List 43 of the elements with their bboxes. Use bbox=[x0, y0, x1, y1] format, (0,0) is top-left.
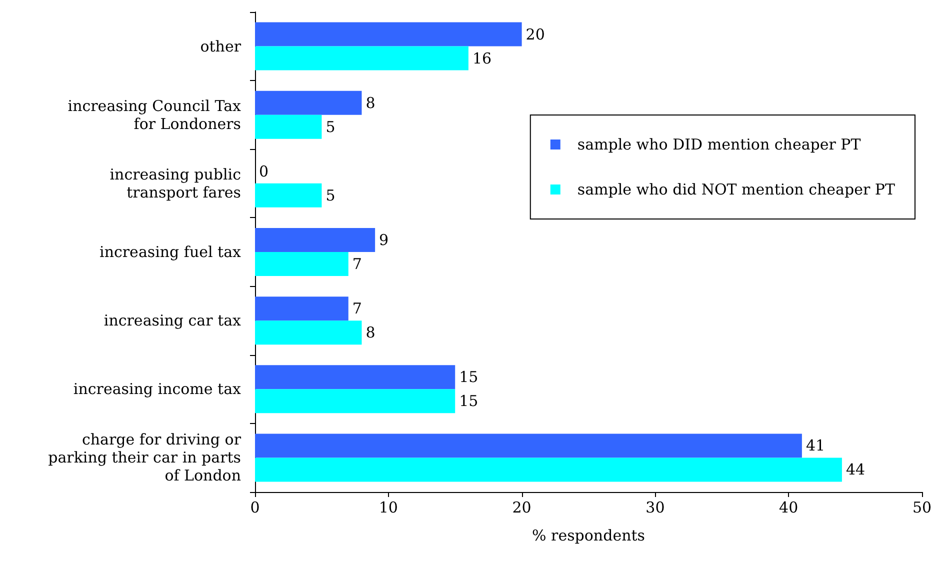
data-label: 9 bbox=[379, 231, 389, 249]
legend-label: sample who did NOT mention cheaper PT bbox=[577, 180, 896, 198]
bar bbox=[255, 296, 348, 321]
y-tick-label: increasing Council Tax for Londoners bbox=[68, 96, 242, 133]
bar bbox=[255, 46, 468, 70]
bar bbox=[255, 458, 842, 482]
data-label: 5 bbox=[326, 186, 336, 204]
y-tick-label: increasing fuel tax bbox=[100, 243, 242, 261]
bar bbox=[255, 228, 376, 252]
bar bbox=[255, 183, 322, 208]
data-label: 5 bbox=[326, 118, 336, 136]
data-label: 20 bbox=[526, 25, 545, 44]
data-label: 7 bbox=[352, 300, 362, 318]
x-tick-label: 30 bbox=[646, 498, 665, 516]
data-label: 8 bbox=[366, 324, 376, 342]
data-label: 8 bbox=[366, 94, 376, 112]
data-label: 41 bbox=[806, 436, 826, 455]
bar bbox=[255, 389, 456, 414]
x-tick-label: 0 bbox=[250, 498, 260, 516]
data-label: 0 bbox=[259, 162, 269, 180]
x-tick-label: 10 bbox=[378, 498, 398, 516]
bar bbox=[255, 252, 348, 276]
legend-label: sample who DID mention cheaper PT bbox=[577, 136, 861, 154]
x-axis-title: % respondents bbox=[532, 526, 645, 544]
x-tick-label: 20 bbox=[512, 498, 532, 516]
data-label: 44 bbox=[846, 460, 866, 479]
data-label: 16 bbox=[472, 49, 492, 68]
data-label: 15 bbox=[459, 392, 478, 410]
y-tick-label: increasing public transport fares bbox=[110, 165, 241, 202]
bar bbox=[255, 320, 362, 345]
y-tick-label: increasing car tax bbox=[104, 312, 242, 330]
data-label: 7 bbox=[352, 255, 362, 273]
bar bbox=[255, 434, 802, 458]
bar bbox=[255, 114, 322, 139]
y-tick-label: increasing income tax bbox=[73, 380, 242, 398]
x-tick-label: 40 bbox=[779, 498, 798, 516]
x-tick-label: 50 bbox=[912, 498, 932, 516]
y-tick-label: charge for driving or parking their car in parts of London bbox=[48, 430, 242, 485]
bar bbox=[255, 90, 362, 115]
bar bbox=[255, 365, 456, 390]
y-tick-label: other bbox=[200, 37, 242, 56]
data-label: 15 bbox=[459, 368, 478, 386]
bar bbox=[255, 22, 522, 46]
